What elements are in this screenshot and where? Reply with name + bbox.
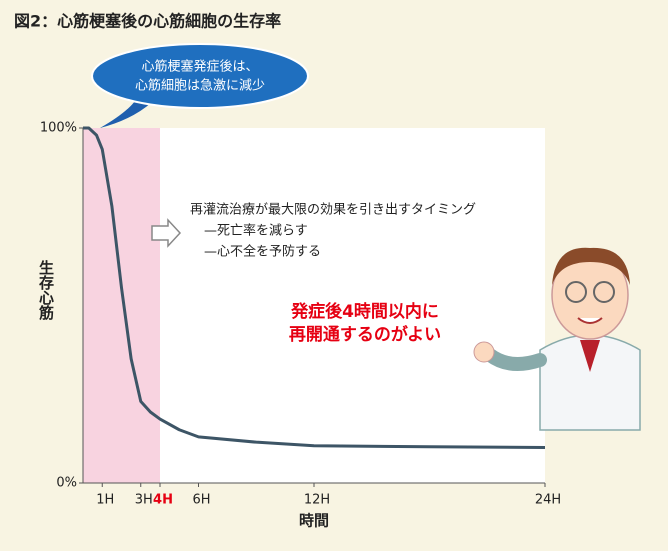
highlight-text: 発症後4時間以内に: [290, 301, 439, 322]
bubble-text: 心筋梗塞発症後は、: [141, 59, 258, 75]
x-tick-label: 4H: [153, 493, 173, 508]
chart-title: 図2：心筋梗塞後の心筋細胞の生存率: [14, 12, 281, 31]
annotation-text: 再灌流治療が最大限の効果を引き出すタイミング: [190, 203, 476, 218]
bubble-text: 心筋細胞は急激に減少: [135, 78, 265, 94]
x-axis-label: 時間: [299, 512, 329, 530]
x-tick-label: 3H: [135, 493, 153, 508]
line-series: [83, 126, 546, 449]
shaded-range: [83, 128, 160, 483]
x-tick-label: 12H: [304, 493, 330, 508]
highlight-text: 再開通するのがよい: [289, 324, 441, 345]
doctor-illustration: [473, 247, 641, 431]
y-axis-label: 生存心筋: [37, 259, 55, 321]
y-tick-label: 0%: [56, 476, 77, 491]
x-tick-label: 6H: [192, 493, 210, 508]
annotation-text: —死亡率を減らす: [204, 223, 308, 239]
x-tick-label: 1H: [96, 493, 114, 508]
bubble: [91, 43, 309, 109]
y-tick-label: 100%: [40, 121, 77, 136]
arrow: [151, 218, 182, 248]
x-tick-label: 24H: [535, 493, 561, 508]
annotation-text: —心不全を予防する: [204, 244, 321, 260]
